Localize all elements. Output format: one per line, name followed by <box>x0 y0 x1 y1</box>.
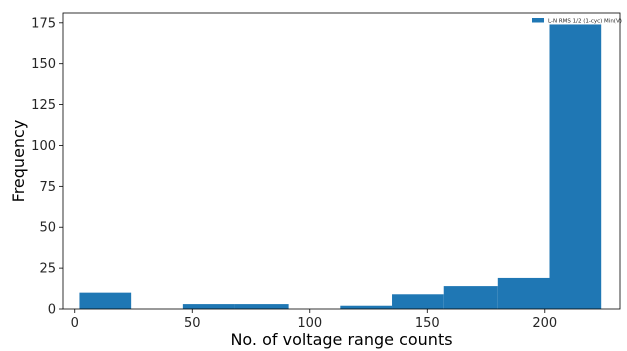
y-tick-label-1: 25 <box>39 262 56 277</box>
x-axis-label: No. of voltage range counts <box>230 330 452 349</box>
y-axis-ticks: 0 25 50 75 100 125 150 175 <box>31 16 63 318</box>
x-tick-label-3: 150 <box>415 316 440 331</box>
y-tick-label-7: 175 <box>31 16 56 31</box>
histogram-bar-9 <box>549 24 602 310</box>
histogram-bar-7 <box>443 286 498 309</box>
x-tick-label-4: 200 <box>532 316 557 331</box>
histogram-bar-0 <box>79 292 132 309</box>
histogram-bar-2 <box>182 304 235 309</box>
histogram-bar-8 <box>497 277 550 309</box>
histogram-bar-5 <box>340 305 393 309</box>
legend: L-N RMS 1/2 (1-cyc) Min(V) <box>532 18 622 25</box>
y-tick-label-5: 125 <box>31 98 56 113</box>
legend-swatch <box>532 18 544 23</box>
y-tick-label-2: 50 <box>39 221 56 236</box>
y-axis-label: Frequency <box>9 120 28 203</box>
x-tick-label-2: 100 <box>297 316 322 331</box>
histogram-bar-6 <box>392 294 444 309</box>
plot-area <box>63 13 620 309</box>
x-axis-ticks: 0 50 100 150 200 <box>71 309 557 331</box>
plot-border <box>62 12 621 310</box>
histogram-bar-3 <box>234 304 289 309</box>
y-tick-label-6: 150 <box>31 57 56 72</box>
y-tick-label-3: 75 <box>39 180 56 195</box>
x-tick-label-1: 50 <box>184 316 201 331</box>
y-tick-label-4: 100 <box>31 139 56 154</box>
histogram-bars <box>79 24 602 310</box>
x-tick-label-0: 0 <box>71 316 79 331</box>
y-tick-label-0: 0 <box>48 303 56 318</box>
legend-label: L-N RMS 1/2 (1-cyc) Min(V) <box>548 19 622 25</box>
